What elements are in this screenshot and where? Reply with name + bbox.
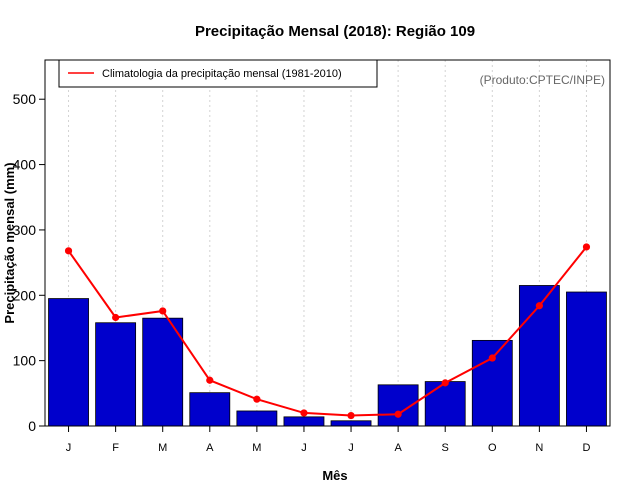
chart-title: Precipitação Mensal (2018): Região 109 [195,23,475,40]
bar-5 [283,416,325,427]
bar-0 [48,298,89,427]
bar-8 [424,381,466,427]
x-tick-label: J [348,442,354,454]
x-tick-label: O [488,442,497,454]
legend-entry-climatology: Climatologia da precipitação mensal (198… [102,68,342,80]
bar-9 [471,339,513,427]
climatology-point-11 [582,243,591,251]
climatology-line [67,246,588,417]
climatology-point-5 [300,409,308,417]
x-tick-label: M [252,442,261,454]
source-annotation: (Produto:CPTEC/INPE) [480,73,605,87]
climatology-point-1 [112,313,120,322]
climatology-line-series [64,243,591,420]
y-tick-label: 100 [13,353,37,369]
climatology-point-9 [488,354,496,362]
y-tick-label: 500 [13,91,37,107]
y-tick-label: 200 [13,287,37,303]
x-axis-label: Mês [322,468,347,483]
y-axis-label: Precipitação mensal (mm) [2,162,17,323]
y-axis: 0 100 200 300 400 500 [13,91,46,434]
x-tick-label: D [582,442,590,454]
bar-4 [236,410,278,427]
y-tick-label: 300 [13,222,37,238]
bar-1 [95,322,137,427]
climatology-point-0 [64,247,73,255]
bar-series [48,285,607,427]
x-tick-label: J [301,442,307,454]
climatology-point-8 [441,379,449,387]
x-tick-label: A [206,442,214,454]
y-tick-label: 400 [13,157,37,173]
bar-2 [142,317,184,427]
legend-box [58,59,378,88]
legend: Climatologia da precipitação mensal (198… [58,59,378,88]
x-tick-label: J [66,442,72,454]
bar-11 [566,291,607,427]
climatology-point-3 [206,376,214,384]
bar-3 [189,392,231,427]
bar-6 [330,420,372,427]
x-tick-label: M [158,442,167,454]
x-tick-label: A [394,442,402,454]
climatology-point-6 [347,411,355,420]
y-tick-label: 0 [28,418,36,434]
x-tick-label: F [112,442,119,454]
climatology-point-4 [253,395,261,403]
x-tick-label: N [535,442,543,454]
climatology-point-7 [394,410,402,418]
climatology-point-10 [535,302,543,310]
climatology-point-2 [159,307,167,315]
x-tick-label: S [442,442,449,454]
